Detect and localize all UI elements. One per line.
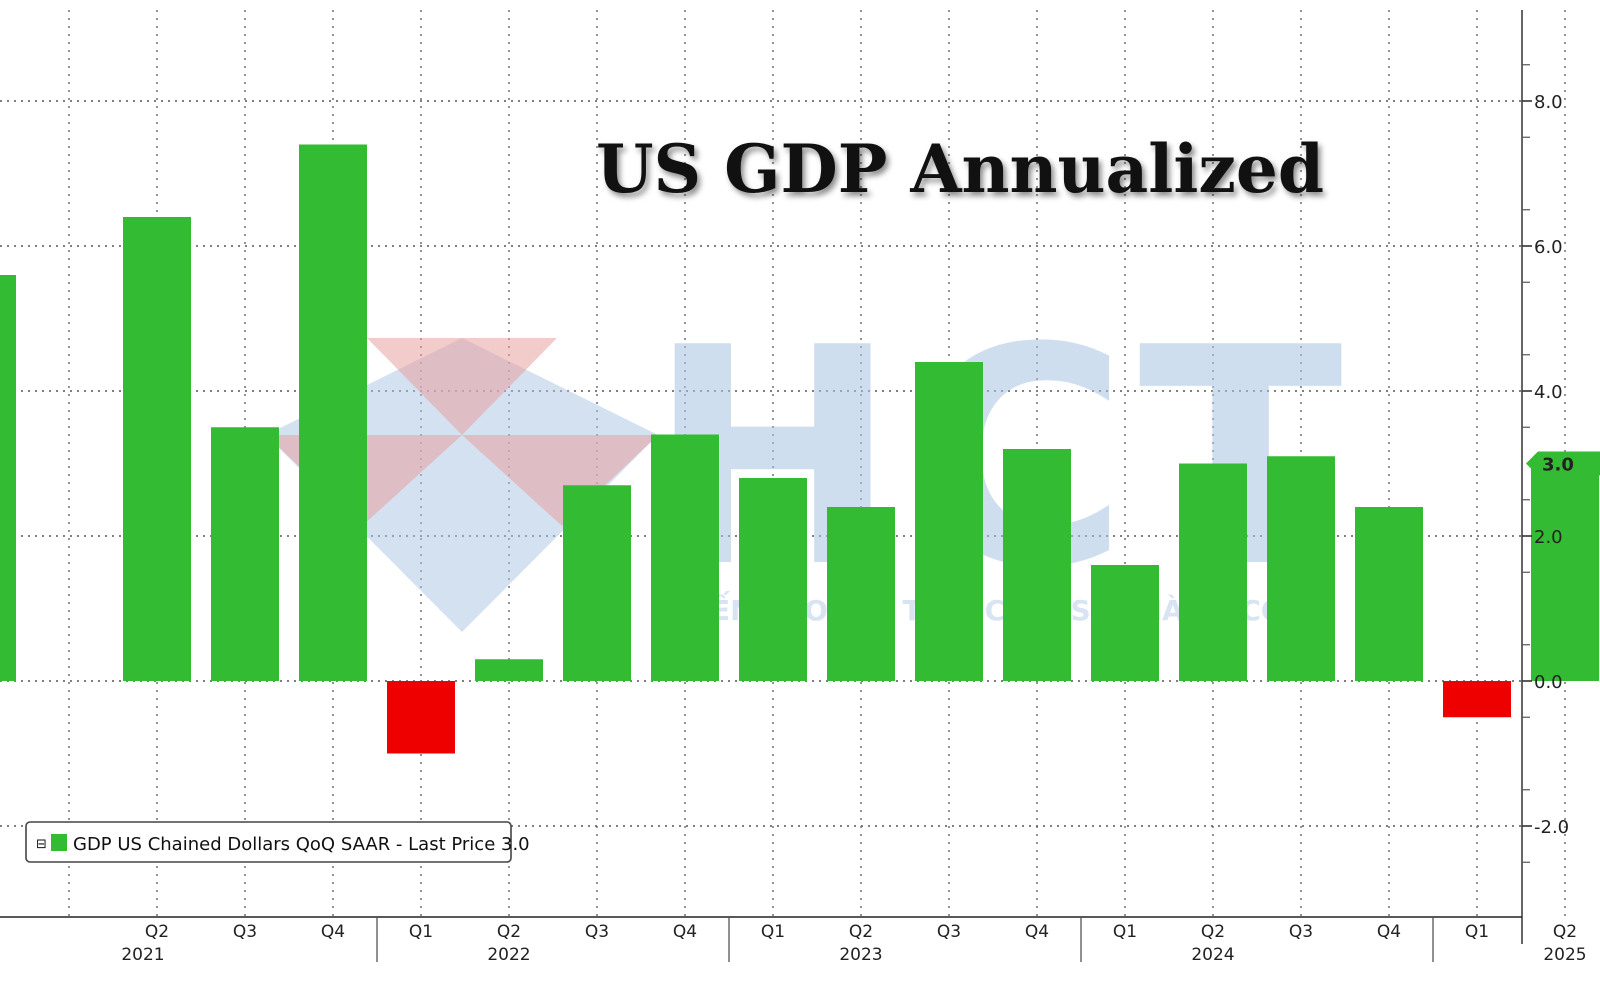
x-year-label: 2021 [121, 945, 164, 965]
x-tick-label: Q1 [409, 922, 433, 942]
bar-q2-2022 [475, 659, 543, 681]
x-tick-label: Q4 [1025, 922, 1049, 942]
bar-q1-2023 [739, 478, 807, 681]
bar-q3-2022 [563, 485, 631, 681]
x-year-label: 2025 [1543, 945, 1586, 965]
bar-q2-2025 [1531, 463, 1599, 681]
legend-swatch [51, 834, 67, 851]
bar-q1-2025 [1443, 681, 1511, 718]
legend-expand-icon[interactable]: ⊟ [36, 837, 47, 852]
bar-q1-2021 [0, 275, 16, 681]
x-tick-label: Q4 [673, 922, 697, 942]
y-tick-label: 2.0 [1534, 527, 1563, 548]
x-tick-label: Q2 [1553, 922, 1577, 942]
legend-box [25, 821, 512, 863]
y-tick-label: 4.0 [1534, 382, 1563, 403]
y-tick-label: -2.0 [1534, 817, 1569, 838]
bars [0, 144, 1599, 754]
bar-q1-2024 [1091, 565, 1159, 681]
x-tick-label: Q3 [1289, 922, 1313, 942]
x-tick-label: Q1 [761, 922, 785, 942]
bar-q3-2023 [915, 362, 983, 681]
legend-label: GDP US Chained Dollars QoQ SAAR - Last P… [73, 834, 530, 855]
x-year-label: 2023 [839, 945, 882, 965]
x-tick-label: Q2 [1201, 922, 1225, 942]
last-price-label: 3.0 [1542, 455, 1574, 476]
bar-q2-2023 [827, 507, 895, 681]
bar-q2-2021 [123, 217, 191, 681]
bar-q3-2024 [1267, 456, 1335, 681]
last-price-marker [1526, 451, 1600, 476]
axes: -2.0 0.0 2.0 4.0 6.0 8.0 3.0 Q2 Q3 Q4 Q1 Q2 Q3 Q4 Q1 Q2… [0, 10, 1600, 965]
bar-q1-2022 [387, 681, 455, 754]
x-tick-label: Q3 [585, 922, 609, 942]
legend: ⊟ GDP US Chained Dollars QoQ SAAR - Last … [25, 821, 530, 863]
x-tick-label: Q4 [1377, 922, 1401, 942]
bar-q4-2021 [299, 144, 367, 681]
watermark-red-top [367, 338, 557, 435]
x-tick-label: Q2 [145, 922, 169, 942]
x-tick-label: Q4 [321, 922, 345, 942]
x-tick-label: Q2 [849, 922, 873, 942]
x-year-label: 2022 [487, 945, 530, 965]
bar-q4-2022 [651, 434, 719, 681]
x-year-label: 2024 [1191, 945, 1234, 965]
y-tick-label: 8.0 [1534, 92, 1563, 113]
watermark-red-right [462, 435, 658, 526]
bar-q3-2021 [211, 427, 279, 681]
x-tick-label: Q3 [233, 922, 257, 942]
y-tick-label: 6.0 [1534, 237, 1563, 258]
x-tick-label: Q3 [937, 922, 961, 942]
x-tick-label: Q1 [1113, 922, 1137, 942]
bar-q2-2024 [1179, 463, 1247, 681]
bar-q4-2024 [1355, 507, 1423, 681]
chart-title: US GDP Annualized [596, 130, 1324, 208]
x-tick-label: Q1 [1465, 922, 1489, 942]
bar-q4-2023 [1003, 449, 1071, 681]
y-tick-label: 0.0 [1534, 672, 1563, 693]
x-tick-label: Q2 [497, 922, 521, 942]
